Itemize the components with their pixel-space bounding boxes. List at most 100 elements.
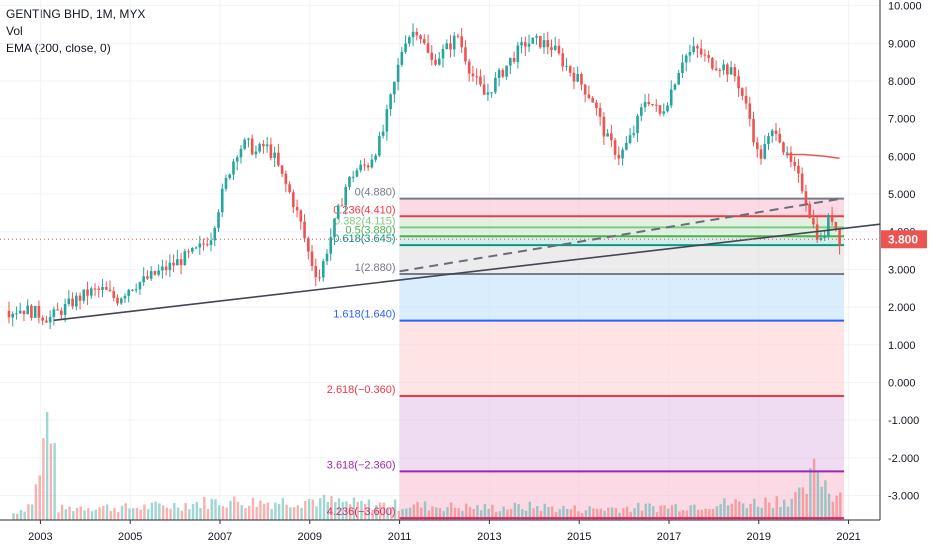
- legend-ema[interactable]: EMA (200, close, 0): [6, 41, 111, 55]
- candle-body: [639, 107, 643, 116]
- drawings[interactable]: [0, 153, 881, 322]
- volume-bar: [513, 502, 517, 520]
- volume-bar: [277, 503, 281, 520]
- candle-body: [681, 62, 684, 73]
- candle-body: [561, 53, 565, 67]
- candle-body: [733, 67, 737, 77]
- candle-body: [164, 266, 168, 271]
- volume-bar: [143, 504, 146, 520]
- candle-body: [157, 270, 160, 275]
- candle-body: [673, 84, 677, 90]
- volume-bar: [326, 501, 329, 520]
- candle-body: [602, 116, 606, 137]
- volume-bar: [659, 505, 662, 520]
- volume-bar: [723, 498, 726, 520]
- price-tick-label: 5.000: [888, 189, 916, 201]
- candle-body: [232, 161, 235, 175]
- volume-bar: [315, 506, 318, 520]
- candle-body: [205, 244, 209, 246]
- volume-bar: [704, 508, 707, 520]
- volume-bar: [266, 502, 270, 520]
- volume-bar: [57, 512, 60, 520]
- candle-body: [741, 88, 744, 96]
- candle-body: [408, 37, 411, 44]
- volume-bar: [524, 510, 528, 520]
- candle-body: [101, 286, 104, 290]
- volume-bar: [711, 508, 715, 520]
- candle-body: [452, 35, 456, 50]
- candle-body: [11, 313, 15, 318]
- volume-bar: [16, 513, 19, 520]
- candle-body: [258, 143, 261, 152]
- candle-body: [714, 68, 718, 70]
- candle-body: [60, 310, 63, 315]
- candle-body: [812, 218, 815, 225]
- volume-bar: [401, 508, 404, 520]
- volume-bar: [820, 486, 823, 520]
- candle-body: [254, 151, 258, 155]
- volume-bar: [689, 505, 692, 520]
- fib-level-label: 0(4.880): [355, 187, 396, 199]
- price-axis[interactable]: 10.0009.0008.0007.0006.0005.0004.0003.00…: [879, 0, 927, 520]
- candle-body: [763, 143, 767, 159]
- volume-bar: [644, 503, 647, 520]
- volume-bar: [554, 511, 558, 520]
- volume-bar: [79, 506, 83, 520]
- volume-bar: [397, 510, 401, 520]
- volume-bar: [146, 509, 150, 520]
- volume-bar: [783, 499, 786, 520]
- candle-body: [662, 111, 666, 114]
- candle-body: [595, 102, 598, 108]
- candle-body: [748, 103, 752, 119]
- candle-body: [512, 57, 516, 62]
- volume-bar: [34, 484, 38, 520]
- candle-body: [247, 138, 250, 140]
- fib-levels[interactable]: 0(4.880) 0.236(4.410)0.382(4.115)0.5(3.88…: [327, 187, 845, 520]
- volume-bar: [120, 505, 124, 520]
- candle-body: [527, 43, 531, 47]
- volume-bar: [603, 510, 606, 520]
- volume-bar: [558, 509, 561, 520]
- volume-bar: [221, 506, 225, 520]
- candle-body: [542, 40, 546, 48]
- time-tick-label: 2015: [567, 531, 591, 543]
- volume-bar: [528, 501, 531, 520]
- candle-body: [475, 76, 478, 78]
- candle-body: [370, 159, 374, 168]
- volume-bar: [753, 498, 756, 520]
- volume-bar: [233, 496, 236, 520]
- volume-bar: [502, 506, 505, 520]
- candle-body: [134, 289, 138, 291]
- fib-level-label: 1.618(1.640): [333, 309, 395, 321]
- candle-body: [78, 295, 82, 301]
- candle-body: [7, 310, 11, 318]
- volume-bar: [472, 508, 475, 520]
- time-axis[interactable]: 2003 2005 2007 2009 2011 2013 2015 2017 2019 2021: [0, 519, 880, 543]
- candle-body: [759, 149, 763, 159]
- volume-bar: [816, 472, 820, 520]
- volume-bar: [681, 509, 685, 520]
- candle-body: [374, 155, 377, 160]
- volume-bar: [622, 508, 625, 520]
- candle-body: [449, 43, 452, 50]
- volume-bar: [23, 511, 26, 520]
- candle-body: [104, 286, 108, 290]
- volume-bar: [105, 504, 109, 520]
- volume-bar: [356, 501, 359, 520]
- volume-bar: [670, 505, 674, 520]
- volume-bar: [719, 504, 722, 520]
- volume-bar: [551, 506, 554, 520]
- volume-bar: [161, 505, 165, 520]
- candle-body: [692, 46, 695, 52]
- volume-bar: [797, 487, 801, 520]
- volume-bar: [191, 504, 195, 520]
- candle-body: [669, 89, 673, 106]
- candle-body: [306, 238, 310, 252]
- candle-body: [617, 154, 621, 159]
- volume-bar: [416, 501, 419, 520]
- legend-volume[interactable]: Vol: [6, 24, 23, 38]
- volume-bar: [464, 503, 468, 520]
- volume-bar: [637, 502, 640, 520]
- candle-body: [359, 164, 362, 171]
